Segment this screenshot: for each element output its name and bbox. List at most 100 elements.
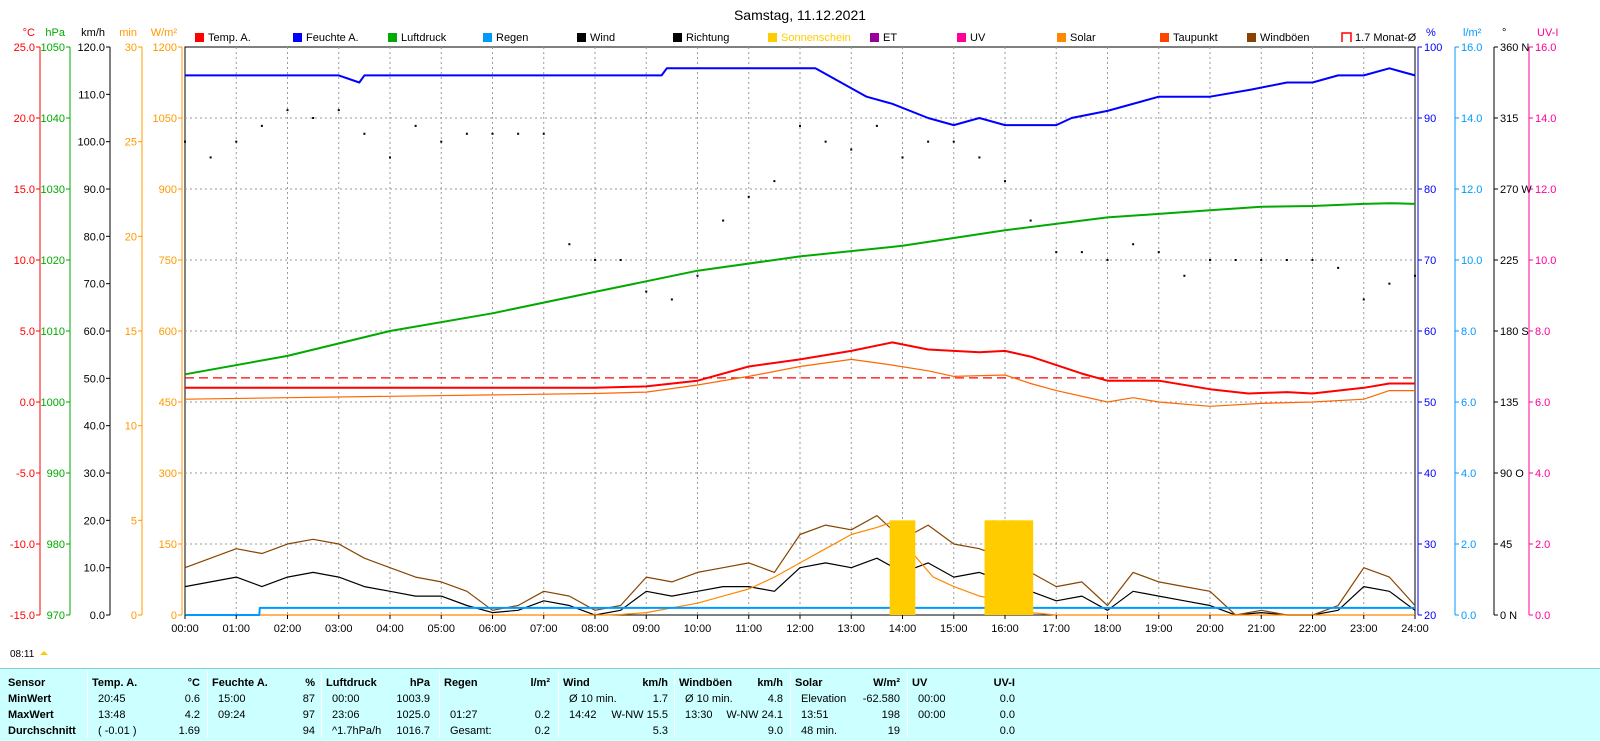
direction-point [850,148,853,151]
axis-tick-label: 90.0 [84,184,105,196]
legend-label: Sonnenschein [781,32,851,44]
stats-unit-pressure: hPa [409,677,430,689]
x-axis-ticks: 00:00 01:00 02:00 03:00 04:00 05:00 06:00 07:00… [171,615,1429,635]
axis-unit-label: ° [1502,27,1506,39]
direction-point [1388,282,1391,285]
axis-tick-label: 20.0 [84,515,105,527]
legend-swatch [1247,33,1256,42]
stats-wind-value: 5.3 [652,725,668,737]
legend-swatch [1341,32,1352,42]
stats-gusts-value: 9.0 [767,725,783,737]
axis-tick-label: 50.0 [84,373,105,385]
legend-label: Wind [590,32,615,44]
stats-header-rain: Regen [444,677,478,689]
axis-tick-label: 10.0 [14,255,35,267]
x-tick-label: 05:00 [427,623,455,635]
axis-tick-label: 25.0 [14,42,35,54]
axis-tick-label: 1050 [153,113,177,125]
stats-unit-humidity: % [305,677,315,689]
axis-tick-label: 15.0 [14,184,35,196]
stats-rain-label: 01:27 [450,709,478,721]
axes: 25.020.015.010.05.00.0-5.0-10.0-15.01050… [10,42,1557,622]
axis-tick-label: 315 [1500,113,1518,125]
axis-tick-label: 20 [1424,610,1436,622]
series-luftdruck [184,202,1416,376]
legend-item: Luftdruck [388,32,447,44]
axis-tick-label: 40 [1424,468,1436,480]
axis-tick-label: 5 [131,515,137,527]
x-tick-label: 04:00 [376,623,404,635]
stats-humidity-label: 09:24 [218,709,246,721]
stats-solar-value: 198 [881,709,900,721]
axis-tick-label: 16.0 [1535,42,1556,54]
legend-item: ET [870,32,897,44]
x-tick-label: 22:00 [1299,623,1327,635]
direction-point [440,140,443,143]
x-tick-label: 21:00 [1247,623,1275,635]
legend-label: Richtung [686,32,729,44]
axis-tick-label: 16.0 [1461,42,1482,54]
x-tick-label: 08:00 [581,623,609,635]
legend-swatch [577,33,586,42]
stats-rain-value: 0.2 [534,725,550,737]
legend-swatch [388,33,397,42]
axis-tick-label: 1040 [41,113,65,125]
direction-point [260,124,263,127]
axis-tick-label: 1000 [41,397,65,409]
direction-point [722,219,725,222]
axis-tick-label: 180 S [1500,326,1529,338]
direction-point [670,298,673,301]
direction-point [645,290,648,293]
stats-wind-label: Ø 10 min. [569,693,617,705]
axis-tick-label: 900 [159,184,177,196]
axis-tick-label: 12.0 [1461,184,1482,196]
axis-tick-label: 360 N [1500,42,1529,54]
axis-tick-label: 1200 [153,42,177,54]
stats-temp-label: ( -0.01 ) [98,725,137,737]
axis-tick-label: 1010 [41,326,65,338]
stats-unit-temp: °C [187,677,200,689]
x-tick-label: 24:00 [1401,623,1429,635]
direction-point [1055,251,1058,254]
axis-tick-label: 100.0 [77,137,105,149]
legend-label: ET [883,32,897,44]
direction-point [184,140,186,143]
axis-tick-label: 80.0 [84,231,105,243]
x-tick-label: 14:00 [889,623,917,635]
stats-unit-wind: km/h [642,677,668,689]
stats-pressure-value: 1016.7 [396,725,430,737]
legend-item: Temp. A. [195,32,251,44]
stats-uv-value: 0.0 [999,725,1015,737]
stats-header-pressure: Luftdruck [326,677,377,689]
series-temp-a [185,341,1415,395]
axis-tick-label: 120.0 [77,42,105,54]
direction-point [1183,274,1186,277]
direction-point [286,109,289,112]
axis-tick-label: 6.0 [1461,397,1476,409]
stats-solar-value: 19 [887,725,900,737]
sunshine-bar [889,520,903,615]
axis-tick-label: 225 [1500,255,1518,267]
legend-item: Windböen [1247,32,1310,44]
axis-tick-label: 14.0 [1461,113,1482,125]
direction-point [414,124,417,127]
direction-point [363,132,366,135]
direction-point [696,274,699,277]
stats-rain-label: Gesamt: [450,725,492,737]
legend-swatch [1160,33,1169,42]
axis-tick-label: 990 [47,468,65,480]
legend-swatch [768,33,777,42]
stats-temp-value: 4.2 [184,709,200,721]
legend-item: Wind [577,32,615,44]
legend-label: 1.7 Monat-Ø [1355,32,1417,44]
stats-unit-solar: W/m² [873,677,900,689]
direction-point [619,259,622,261]
stats-gusts-label: 13:30 [685,709,713,721]
axis-tick-label: 12.0 [1535,184,1556,196]
stats-humidity-label: 15:00 [218,693,246,705]
stats-pressure-label: 23:06 [332,709,360,721]
legend-item: Richtung [673,32,729,44]
axis-tick-label: 30 [125,42,137,54]
axis-tick-label: 1020 [41,255,65,267]
stats-separator [207,671,208,737]
